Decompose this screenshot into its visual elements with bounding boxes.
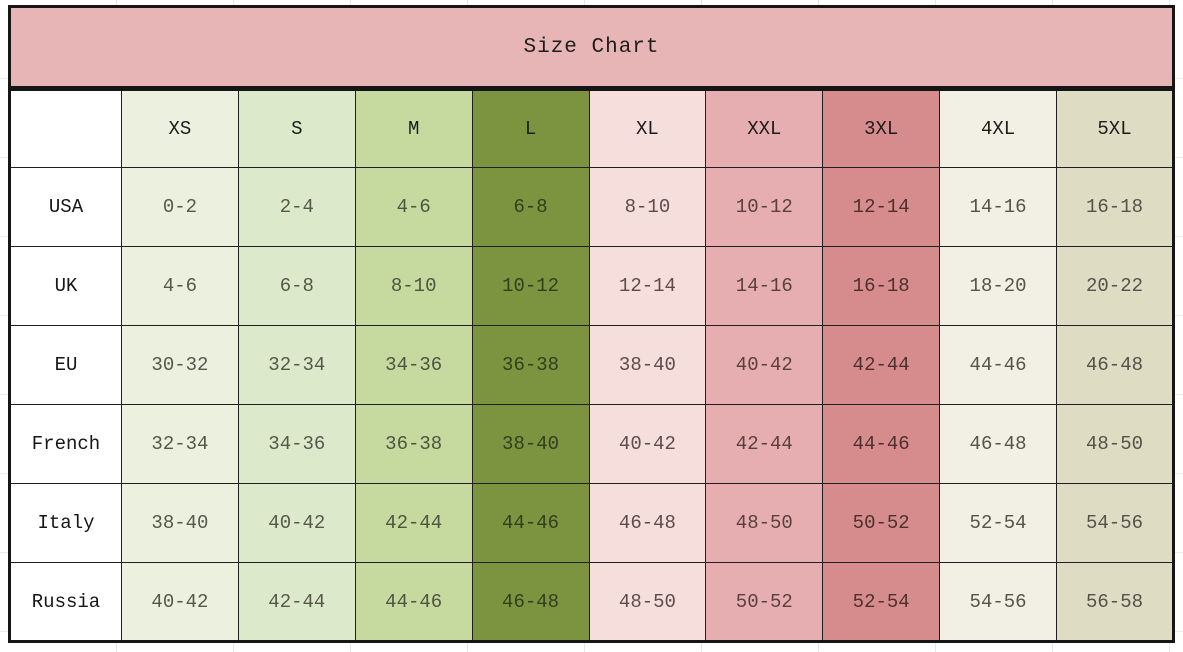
size-cell-french-l: 38-40 — [471, 404, 590, 484]
size-cell-usa-s: 2-4 — [237, 167, 356, 247]
size-cell-french-xl: 40-42 — [588, 404, 707, 484]
size-row-french: French 32-34 34-36 36-38 38-40 40-42 42-44 44-4… — [9, 404, 1174, 484]
row-label-eu: EU — [9, 325, 122, 405]
size-row-russia: Russia 40-42 42-44 44-46 46-48 48-50 50-52 52-5… — [9, 562, 1174, 642]
size-row-uk: UK 4-6 6-8 8-10 10-12 12-14 14-16 16-18 18-20 20-… — [9, 246, 1174, 326]
size-cell-russia-4xl: 54-56 — [939, 562, 1057, 642]
size-cell-usa-xxl: 10-12 — [705, 167, 824, 247]
row-label-french: French — [9, 404, 122, 484]
size-cell-eu-xxl: 40-42 — [705, 325, 824, 405]
size-cell-italy-m: 42-44 — [354, 483, 473, 563]
size-cell-uk-5xl: 20-22 — [1056, 246, 1174, 326]
chart-title: Size Chart — [523, 35, 660, 59]
size-cell-italy-xl: 46-48 — [588, 483, 707, 563]
size-cell-uk-4xl: 18-20 — [939, 246, 1057, 326]
size-cell-usa-3xl: 12-14 — [822, 167, 941, 247]
size-cell-uk-xs: 4-6 — [121, 246, 239, 326]
size-cell-usa-m: 4-6 — [354, 167, 473, 247]
size-cell-usa-xs: 0-2 — [121, 167, 239, 247]
size-cell-uk-xxl: 14-16 — [705, 246, 824, 326]
size-cell-french-4xl: 46-48 — [939, 404, 1057, 484]
size-cell-eu-5xl: 46-48 — [1056, 325, 1174, 405]
size-cell-usa-4xl: 14-16 — [939, 167, 1057, 247]
size-cell-uk-s: 6-8 — [237, 246, 356, 326]
size-cell-eu-4xl: 44-46 — [939, 325, 1057, 405]
size-chart-sheet: Size Chart XS S M L XL XXL 3XL 4XL 5XL USA 0-2 2-4… — [8, 5, 1175, 643]
size-header-row: XS S M L XL XXL 3XL 4XL 5XL — [9, 89, 1174, 168]
size-cell-french-s: 34-36 — [237, 404, 356, 484]
column-header-xl: XL — [588, 89, 707, 168]
size-cell-french-xs: 32-34 — [121, 404, 239, 484]
size-cell-russia-s: 42-44 — [237, 562, 356, 642]
size-row-usa: USA 0-2 2-4 4-6 6-8 8-10 10-12 12-14 14-16 16-18 — [9, 167, 1174, 247]
size-cell-uk-xl: 12-14 — [588, 246, 707, 326]
size-cell-russia-xxl: 50-52 — [705, 562, 824, 642]
size-table: XS S M L XL XXL 3XL 4XL 5XL USA 0-2 2-4 4-6 6-8 8-10 1… — [8, 88, 1175, 643]
size-row-italy: Italy 38-40 40-42 42-44 44-46 46-48 48-50 50-52… — [9, 483, 1174, 563]
size-cell-uk-3xl: 16-18 — [822, 246, 941, 326]
column-header-4xl: 4XL — [939, 89, 1057, 168]
size-cell-russia-3xl: 52-54 — [822, 562, 941, 642]
size-cell-eu-m: 34-36 — [354, 325, 473, 405]
size-cell-french-5xl: 48-50 — [1056, 404, 1174, 484]
size-cell-russia-5xl: 56-58 — [1056, 562, 1174, 642]
size-cell-eu-3xl: 42-44 — [822, 325, 941, 405]
size-cell-russia-xl: 48-50 — [588, 562, 707, 642]
size-cell-eu-l: 36-38 — [471, 325, 590, 405]
size-cell-french-3xl: 44-46 — [822, 404, 941, 484]
size-cell-usa-xl: 8-10 — [588, 167, 707, 247]
size-cell-italy-3xl: 50-52 — [822, 483, 941, 563]
size-cell-uk-m: 8-10 — [354, 246, 473, 326]
size-cell-russia-xs: 40-42 — [121, 562, 239, 642]
column-header-m: M — [354, 89, 473, 168]
row-label-usa: USA — [9, 167, 122, 247]
size-cell-italy-s: 40-42 — [237, 483, 356, 563]
size-chart-title-banner: Size Chart — [8, 5, 1175, 88]
size-cell-eu-xs: 30-32 — [121, 325, 239, 405]
column-header-5xl: 5XL — [1056, 89, 1174, 168]
column-header-xs: XS — [121, 89, 239, 168]
row-label-uk: UK — [9, 246, 122, 326]
size-cell-italy-5xl: 54-56 — [1056, 483, 1174, 563]
column-header-xxl: XXL — [705, 89, 824, 168]
size-cell-italy-xs: 38-40 — [121, 483, 239, 563]
size-cell-italy-4xl: 52-54 — [939, 483, 1057, 563]
size-cell-italy-l: 44-46 — [471, 483, 590, 563]
size-cell-french-xxl: 42-44 — [705, 404, 824, 484]
column-header-s: S — [237, 89, 356, 168]
size-cell-uk-l: 10-12 — [471, 246, 590, 326]
size-cell-usa-l: 6-8 — [471, 167, 590, 247]
size-cell-usa-5xl: 16-18 — [1056, 167, 1174, 247]
size-cell-russia-m: 44-46 — [354, 562, 473, 642]
size-cell-italy-xxl: 48-50 — [705, 483, 824, 563]
size-cell-eu-xl: 38-40 — [588, 325, 707, 405]
corner-cell — [9, 89, 122, 168]
column-header-l: L — [471, 89, 590, 168]
size-cell-russia-l: 46-48 — [471, 562, 590, 642]
size-row-eu: EU 30-32 32-34 34-36 36-38 38-40 40-42 42-44 44-… — [9, 325, 1174, 405]
column-header-3xl: 3XL — [822, 89, 941, 168]
size-cell-french-m: 36-38 — [354, 404, 473, 484]
row-label-russia: Russia — [9, 562, 122, 642]
row-label-italy: Italy — [9, 483, 122, 563]
size-cell-eu-s: 32-34 — [237, 325, 356, 405]
